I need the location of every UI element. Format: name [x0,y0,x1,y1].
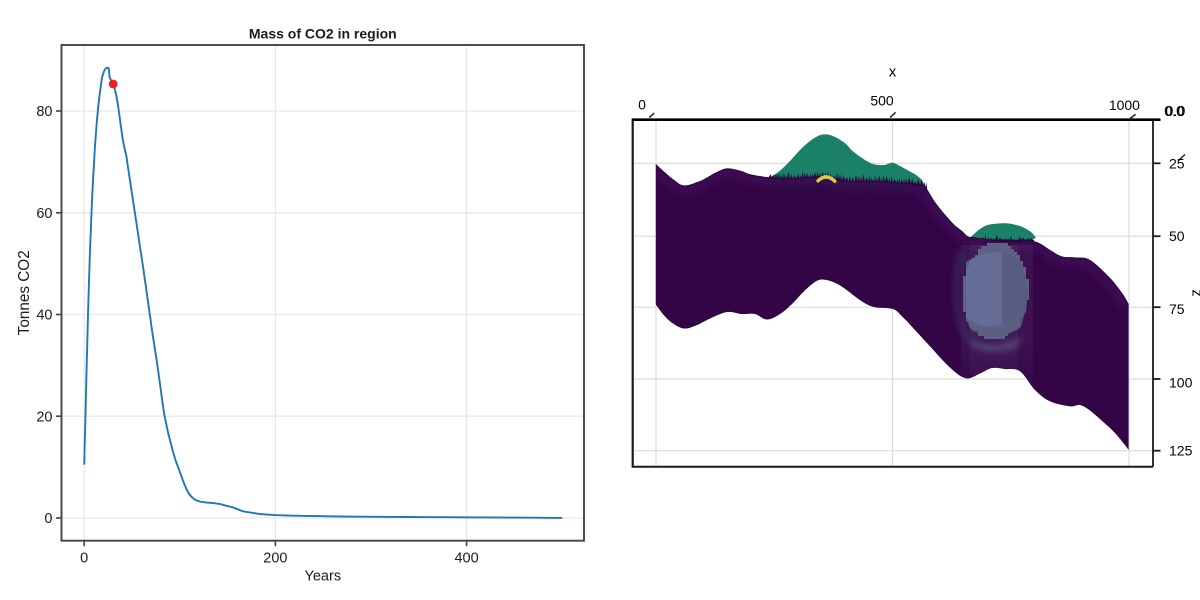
svg-text:50: 50 [1169,228,1185,244]
svg-text:20: 20 [36,409,52,425]
svg-text:400: 400 [454,551,478,567]
svg-text:100: 100 [1169,374,1193,390]
svg-text:125: 125 [1169,443,1193,459]
svg-text:Tonnes CO2: Tonnes CO2 [16,250,33,335]
svg-text:0.0: 0.0 [1165,104,1185,120]
svg-text:0: 0 [44,511,52,527]
svg-text:z: z [1188,289,1200,296]
svg-text:500: 500 [870,93,894,109]
svg-text:0.0: 0.0 [1164,104,1184,120]
svg-text:40: 40 [36,308,52,324]
svg-text:200: 200 [263,551,287,567]
svg-text:Mass of CO2 in region: Mass of CO2 in region [249,26,397,42]
svg-text:60: 60 [36,206,52,222]
svg-text:80: 80 [36,104,52,120]
svg-text:0: 0 [80,551,88,567]
svg-text:0: 0 [638,97,646,113]
svg-text:75: 75 [1169,301,1185,317]
svg-text:x: x [889,64,897,81]
svg-text:25: 25 [1169,155,1185,171]
svg-text:Years: Years [305,569,342,585]
svg-text:1000: 1000 [1109,97,1140,113]
